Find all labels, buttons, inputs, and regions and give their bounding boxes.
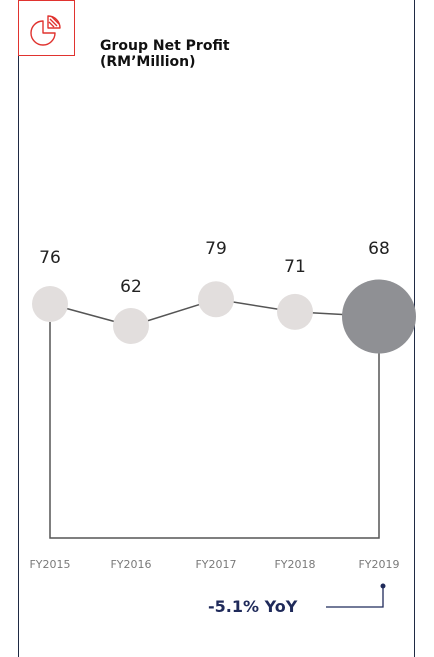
bracket-line bbox=[49, 322, 380, 539]
chart-title: Group Net Profit (RM’Million) bbox=[100, 38, 350, 70]
category-label: FY2015 bbox=[29, 558, 70, 571]
category-label: FY2019 bbox=[358, 558, 399, 571]
chart-title-line1: Group Net Profit bbox=[100, 38, 230, 54]
yoy-leader-dot bbox=[380, 583, 386, 589]
data-label: 62 bbox=[120, 277, 142, 297]
data-label: 71 bbox=[284, 257, 306, 277]
data-point bbox=[277, 293, 313, 330]
data-point bbox=[198, 281, 234, 318]
pie-chart-icon bbox=[30, 15, 61, 46]
yoy-annotation: -5.1% YoY bbox=[208, 597, 298, 616]
category-label: FY2018 bbox=[274, 558, 315, 571]
data-point bbox=[32, 286, 68, 322]
data-label: 76 bbox=[39, 248, 61, 268]
data-point bbox=[113, 307, 149, 344]
data-label: 68 bbox=[368, 239, 390, 259]
data-label: 79 bbox=[205, 239, 227, 259]
yoy-leader-line bbox=[326, 587, 384, 608]
icon-box bbox=[18, 0, 75, 56]
chart-title-line2: (RM’Million) bbox=[100, 54, 196, 70]
chart-panel bbox=[18, 0, 415, 657]
category-label: FY2017 bbox=[195, 558, 236, 571]
highlight-point bbox=[342, 279, 416, 354]
category-label: FY2016 bbox=[110, 558, 151, 571]
